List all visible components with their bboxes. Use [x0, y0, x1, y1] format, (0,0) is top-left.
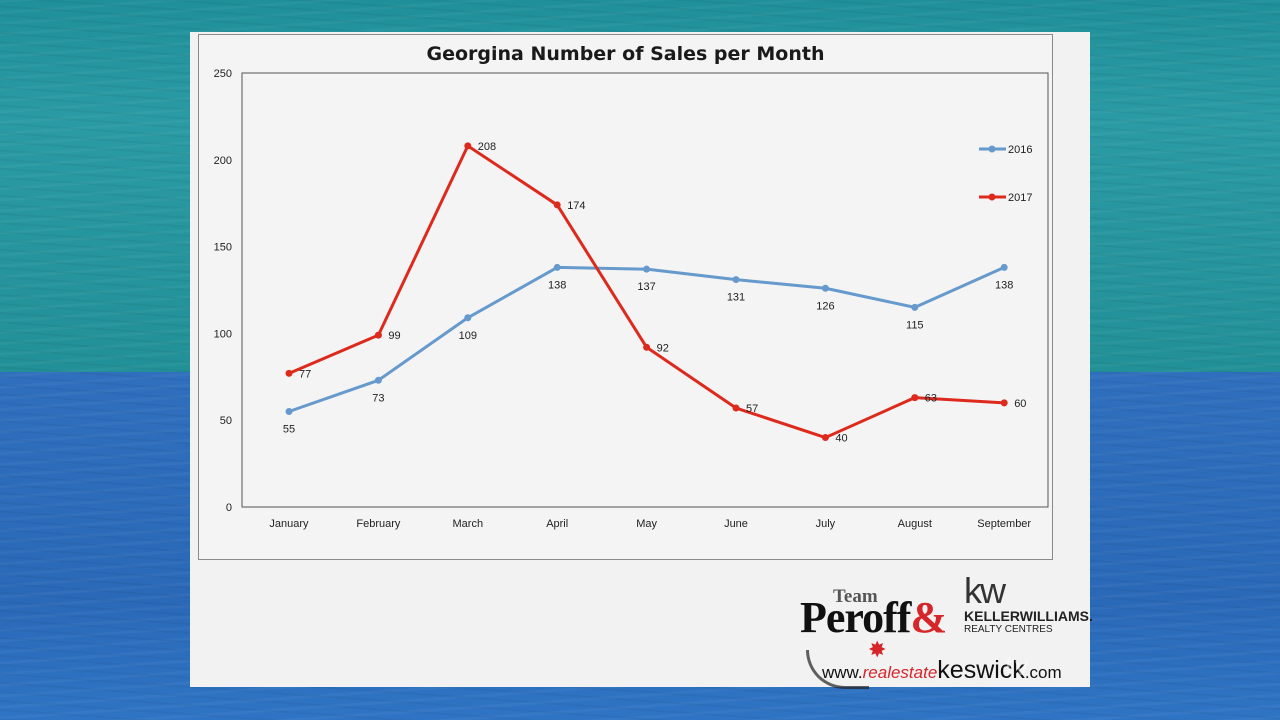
data-label-2016: 137 [637, 281, 655, 293]
y-tick-label: 0 [226, 502, 232, 514]
data-point-2017 [285, 369, 293, 377]
data-point-2017 [464, 142, 472, 150]
data-point-2017 [821, 434, 829, 442]
data-point-2017 [911, 394, 919, 402]
data-point-2016 [1000, 263, 1008, 271]
keller-williams-name: KELLERWILLIAMS. [964, 608, 1093, 624]
data-point-2016 [285, 408, 293, 416]
data-label-2017: 63 [925, 393, 937, 405]
data-label-2016: 73 [372, 392, 384, 404]
url-com: .com [1024, 663, 1062, 682]
x-tick-label: September [977, 518, 1031, 530]
chart-frame: Georgina Number of Sales per Month 0 50 10… [198, 34, 1053, 560]
team-label: Team [833, 586, 878, 607]
data-point-2016 [732, 276, 740, 284]
data-point-2017 [374, 331, 382, 339]
x-tick-label: June [724, 518, 748, 530]
legend-marker-2016 [988, 145, 996, 153]
url-realestate: realestate [862, 663, 938, 682]
x-tick-label: April [546, 518, 568, 530]
data-label-2016: 109 [459, 330, 477, 342]
y-tick-label: 250 [214, 68, 232, 80]
data-point-2016 [643, 265, 651, 273]
data-point-2016 [464, 314, 472, 322]
url-www: www. [822, 663, 863, 682]
x-tick-label: July [816, 518, 836, 530]
data-label-2016: 138 [995, 279, 1013, 291]
data-point-2017 [1000, 399, 1008, 407]
realty-centres-label: REALTY CENTRES [964, 624, 1053, 635]
data-point-2016 [374, 376, 382, 384]
data-point-2017 [553, 201, 561, 209]
chart-title: Georgina Number of Sales per Month [426, 43, 825, 65]
x-tick-label: January [269, 518, 309, 530]
tv-watermark: tv [1005, 650, 1031, 681]
kw-logo: kw [964, 570, 1006, 611]
x-tick-label: May [636, 518, 657, 530]
legend-label-2016: 2016 [1008, 144, 1032, 156]
website-url: www.realestatekeswick.com [822, 656, 1062, 685]
y-tick-label: 50 [220, 415, 232, 427]
y-tick-label: 100 [214, 328, 232, 340]
data-label-2017: 77 [299, 368, 311, 380]
y-tick-label: 200 [214, 155, 232, 167]
data-label-2016: 131 [727, 292, 745, 304]
line-chart: 0 50 100 150 200 250 January February March April… [214, 68, 1049, 530]
data-label-2016: 126 [816, 300, 834, 312]
data-label-2017: 40 [835, 433, 847, 445]
peroff-logo: Peroff& [800, 592, 947, 643]
data-label-2016: 55 [283, 424, 295, 436]
data-label-2017: 57 [746, 403, 758, 415]
data-point-2016 [911, 303, 919, 311]
y-tick-label: 150 [214, 242, 232, 254]
branding-logo: Team Peroff& kw KELLERWILLIAMS. REALTY C… [800, 570, 1093, 689]
plot-area [241, 72, 1049, 508]
data-point-2017 [643, 343, 651, 351]
data-label-2017: 99 [388, 330, 400, 342]
maple-leaf-icon: ✸ [868, 637, 887, 662]
data-label-2017: 92 [657, 342, 669, 354]
data-label-2016: 138 [548, 279, 566, 291]
ampersand: & [910, 593, 947, 642]
data-point-2016 [553, 263, 561, 271]
data-label-2017: 60 [1014, 398, 1026, 410]
data-point-2017 [732, 404, 740, 412]
x-tick-label: February [356, 518, 401, 530]
slide-panel: Georgina Number of Sales per Month 0 50 10… [190, 32, 1093, 689]
x-tick-label: August [898, 518, 932, 530]
legend-marker-2017 [988, 193, 996, 201]
legend-label-2017: 2017 [1008, 192, 1032, 204]
data-point-2016 [821, 284, 829, 292]
peroff-text: Peroff [800, 593, 911, 642]
data-label-2016: 115 [906, 319, 924, 331]
url-keswick: keswick [937, 656, 1025, 684]
data-label-2017: 174 [567, 200, 585, 212]
data-label-2017: 208 [478, 141, 496, 153]
x-tick-label: March [453, 518, 484, 530]
